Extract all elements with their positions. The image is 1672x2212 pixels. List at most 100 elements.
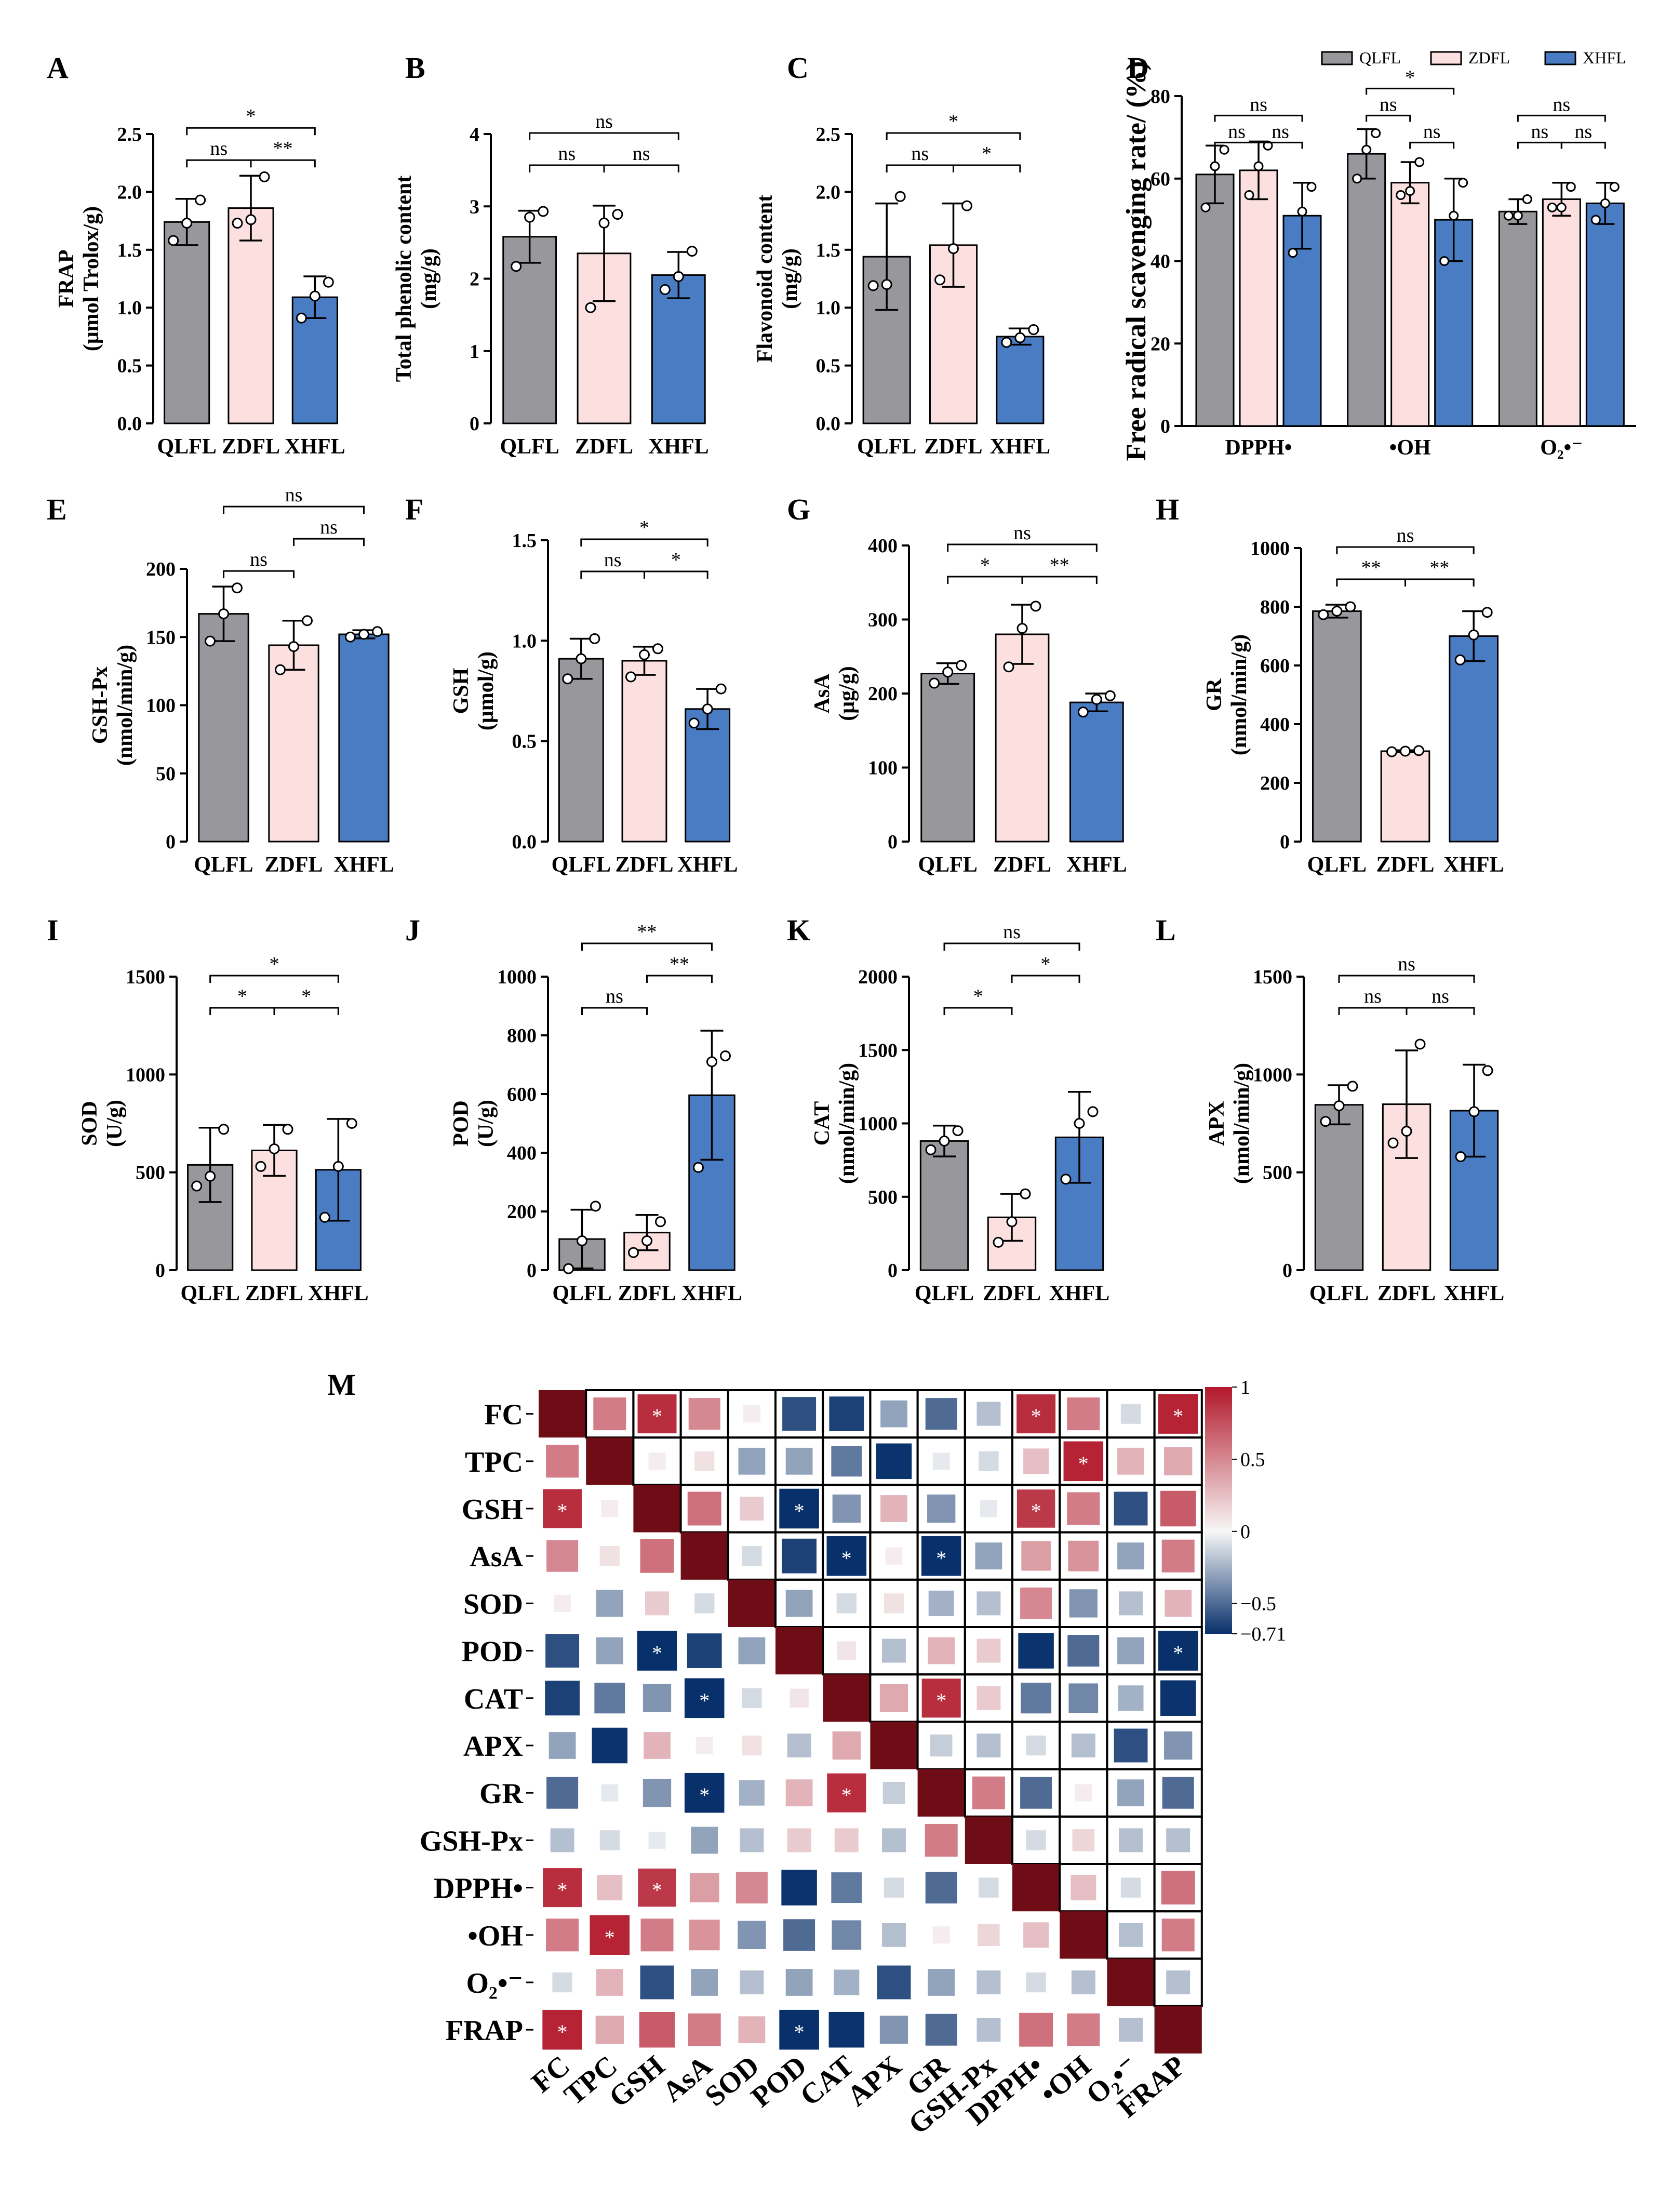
y-tick-label: 1.0 [816, 297, 841, 319]
heatmap-cell [928, 1969, 955, 1996]
y-axis-label: FRAP [55, 250, 78, 308]
y-axis-label: (μmol/g) [474, 651, 498, 730]
data-point [1263, 140, 1273, 151]
heatmap-cell [1119, 1591, 1143, 1616]
heatmap-cell [932, 1926, 950, 1944]
heatmap-cell [779, 1488, 819, 1529]
data-point [1210, 161, 1220, 171]
panel-label: D [1127, 51, 1149, 85]
heatmap-diagonal-cell [539, 1390, 586, 1438]
x-tick-label: ZDFL [222, 435, 280, 459]
data-point [628, 1247, 639, 1258]
heatmap-cell [1067, 2013, 1100, 2046]
heatmap-cell [832, 1494, 861, 1523]
significance-star: * [557, 1878, 568, 1902]
heatmap-cell [925, 2014, 957, 2046]
heatmap-cell [782, 1397, 817, 1431]
panel-label: F [405, 492, 423, 526]
significance-bracket [1517, 141, 1562, 149]
y-tick-label: 1000 [1250, 538, 1290, 559]
x-tick-label: QLFL [918, 853, 977, 877]
x-tick-label: XHFL [333, 853, 394, 877]
significance-bracket [223, 570, 295, 579]
significance-label: ns [595, 111, 613, 132]
significance-label: * [1041, 953, 1051, 975]
y-tick-label: 0.0 [117, 413, 142, 435]
heatmap-cell [828, 2011, 865, 2048]
heatmap-row-label: FRAP [446, 2015, 523, 2047]
significance-star: * [794, 2020, 805, 2044]
heatmap-cell [882, 1923, 906, 1947]
colorbar-tick-label: 0.5 [1240, 1449, 1265, 1471]
heatmap-cell [1117, 1779, 1144, 1807]
data-point [1468, 629, 1479, 641]
y-axis-label: (μg/g) [835, 666, 859, 721]
data-point [929, 677, 940, 689]
heatmap-cell [1067, 1492, 1100, 1525]
data-point [269, 1143, 280, 1154]
heatmap-cell [880, 1495, 907, 1522]
data-point [1001, 337, 1012, 348]
data-point [1352, 174, 1362, 184]
data-point [205, 1170, 216, 1182]
y-axis-label: (mg/g) [778, 248, 802, 309]
y-tick-label: 80 [1151, 86, 1170, 108]
y-axis-label: GSH [449, 668, 473, 714]
panel-label: I [47, 913, 59, 947]
heatmap-cell [787, 1734, 811, 1757]
heatmap-cell [1120, 1404, 1141, 1424]
heatmap-cell [648, 1831, 666, 1849]
heatmap-cell [826, 1536, 867, 1576]
heatmap-row-label: O₂•⁻ [466, 1967, 523, 2000]
data-point [1219, 144, 1229, 155]
heatmap-cell [640, 1965, 674, 2000]
y-tick-label: 0 [1280, 831, 1290, 853]
heatmap-cell [742, 1546, 762, 1566]
bar-xhfl [1069, 701, 1124, 843]
data-point [585, 302, 596, 313]
heatmap-cell [1026, 1735, 1046, 1756]
data-point [1028, 324, 1039, 336]
heatmap-cell [1160, 1490, 1196, 1527]
heatmap-cell [637, 1631, 677, 1671]
heatmap-cell [1067, 1397, 1100, 1431]
heatmap-cell [739, 1780, 765, 1806]
significance-bracket [886, 132, 1021, 140]
heatmap-cell [1120, 1877, 1141, 1898]
significance-bracket [947, 543, 1098, 552]
significance-star: * [557, 1499, 568, 1523]
x-tick-label: ZDFL [993, 853, 1051, 877]
data-point [589, 633, 600, 644]
data-point [1387, 1137, 1399, 1149]
panel-label: A [47, 51, 69, 85]
heatmap-cell [831, 1872, 862, 1903]
legend-swatch [1544, 51, 1576, 65]
x-tick-label: QLFL [157, 435, 216, 459]
heatmap-cell [596, 1969, 623, 1996]
x-tick-label: XHFL [677, 853, 738, 877]
x-tick-label: QLFL [552, 853, 611, 877]
panel-label: E [47, 492, 67, 526]
x-tick-label: QLFL [1309, 1282, 1369, 1305]
heatmap-diagonal-cell [1012, 1864, 1060, 1912]
heatmap-cell [740, 1828, 764, 1853]
significance-star: * [652, 1878, 662, 1902]
significance-star: * [841, 1547, 852, 1570]
heatmap-cell [738, 1637, 766, 1664]
significance-label: * [246, 105, 256, 127]
data-point [715, 683, 727, 695]
bar-qlfl [558, 658, 604, 843]
y-tick-label: 600 [507, 1084, 537, 1105]
significance-bracket [186, 159, 252, 168]
data-point [563, 1263, 574, 1274]
data-point [1077, 707, 1089, 718]
y-tick-label: 200 [1260, 772, 1290, 794]
colorbar-tick-label: 1 [1240, 1377, 1250, 1398]
significance-bracket [1405, 578, 1475, 587]
significance-label: * [301, 985, 311, 1007]
bar-zdfl [268, 644, 319, 843]
significance-star: * [652, 1405, 662, 1428]
y-tick-label: 800 [1260, 596, 1290, 618]
heatmap-cell [740, 1497, 764, 1521]
significance-star: * [936, 1547, 946, 1570]
